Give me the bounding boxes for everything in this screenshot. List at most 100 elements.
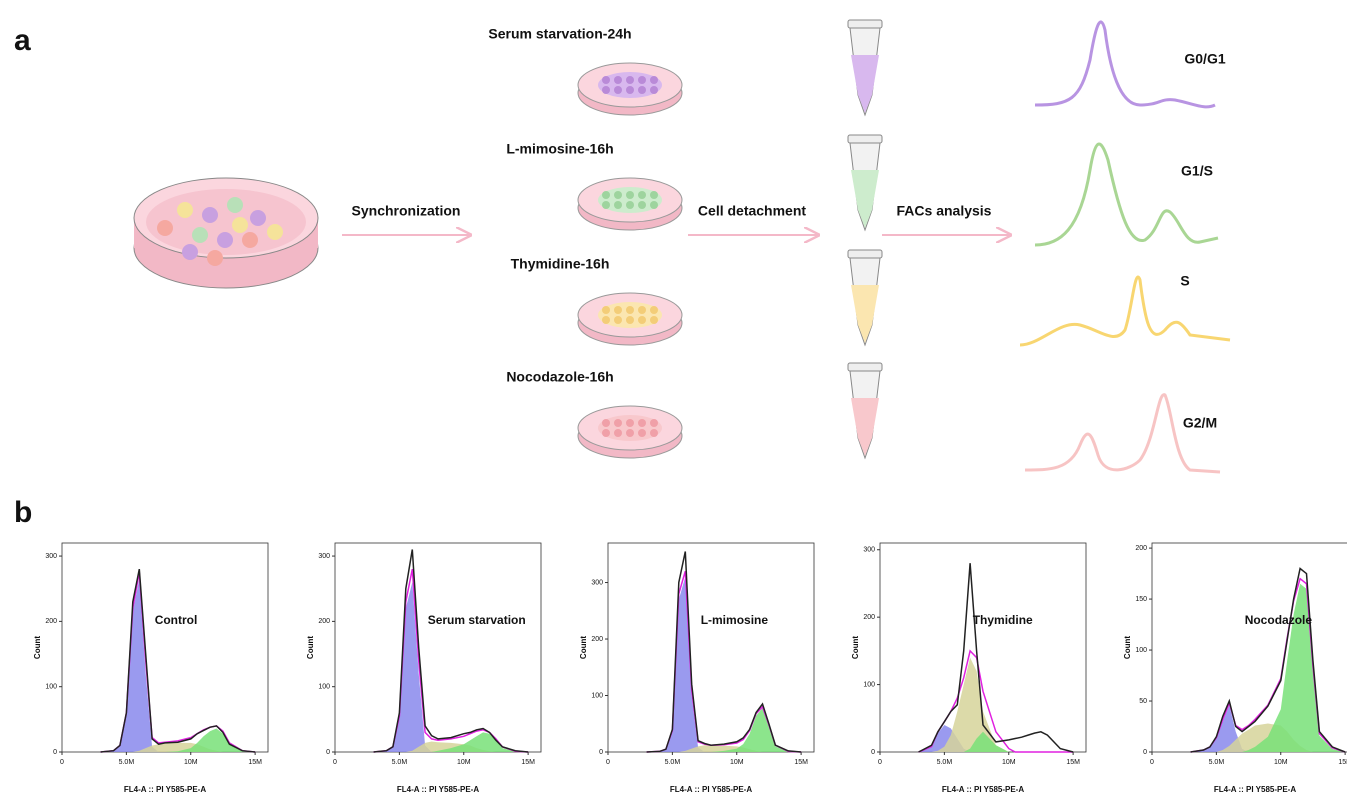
y-tick-label: 50 <box>1139 698 1147 705</box>
y-tick-label: 200 <box>1135 545 1147 552</box>
x-axis-label: FL4-A :: PI Y585-PE-A <box>670 785 752 794</box>
cell <box>650 306 658 314</box>
arrow-label: Cell detachment <box>698 203 806 219</box>
cell <box>614 86 622 94</box>
cell <box>602 201 610 209</box>
treatment-label: L-mimosine-16h <box>506 141 613 157</box>
x-tick-label: 10M <box>1274 759 1288 766</box>
area <box>646 707 802 752</box>
cell <box>638 306 646 314</box>
treatment-label: Serum starvation-24h <box>488 26 631 42</box>
y-tick-label: 300 <box>318 553 330 560</box>
chart-title: Control <box>155 613 198 627</box>
y-axis-label: Count <box>579 636 588 659</box>
cell <box>626 429 634 437</box>
x-tick-label: 10M <box>457 759 471 766</box>
line <box>1190 567 1346 753</box>
cell <box>650 191 658 199</box>
phase-label: G0/G1 <box>1184 51 1225 67</box>
x-axis-label: FL4-A :: PI Y585-PE-A <box>397 785 479 794</box>
x-tick-label: 0 <box>878 759 882 766</box>
x-tick-label: 0 <box>1150 759 1154 766</box>
cell <box>650 76 658 84</box>
cells <box>598 187 662 213</box>
panel-label: a <box>14 24 31 57</box>
tube-liquid <box>851 55 879 113</box>
arrow-label: Synchronization <box>352 203 461 219</box>
tube-cap <box>847 134 883 144</box>
tube-cap <box>847 19 883 29</box>
arrow-label: FACs analysis <box>897 203 992 219</box>
y-tick-label: 100 <box>863 681 875 688</box>
x-tick-label: 5.0M <box>937 759 953 766</box>
phase-curve <box>1034 20 1216 109</box>
cell <box>650 86 658 94</box>
cell <box>638 419 646 427</box>
x-axis-label: FL4-A :: PI Y585-PE-A <box>942 785 1024 794</box>
x-axis-label: FL4-A :: PI Y585-PE-A <box>124 785 206 794</box>
cell <box>650 429 658 437</box>
y-tick-label: 200 <box>591 636 603 643</box>
area <box>1190 705 1346 752</box>
cell <box>602 191 610 199</box>
area <box>373 732 529 752</box>
cell <box>614 429 622 437</box>
x-tick-label: 0 <box>606 759 610 766</box>
area <box>100 578 256 752</box>
y-tick-label: 0 <box>1143 749 1147 756</box>
plot-frame <box>334 542 542 753</box>
cell <box>602 316 610 324</box>
line <box>373 549 529 753</box>
cell <box>614 306 622 314</box>
x-tick-label: 10M <box>730 759 744 766</box>
phase-label: G2/M <box>1183 415 1217 431</box>
y-axis-label: Count <box>33 636 42 659</box>
cell <box>626 76 634 84</box>
cells <box>598 415 662 441</box>
phase-label: G1/S <box>1181 163 1213 179</box>
cell <box>614 201 622 209</box>
cell <box>626 86 634 94</box>
y-tick-label: 0 <box>871 749 875 756</box>
area <box>646 576 802 752</box>
y-tick-label: 100 <box>591 692 603 699</box>
x-tick-label: 0 <box>333 759 337 766</box>
cell <box>602 429 610 437</box>
cell <box>638 429 646 437</box>
cells <box>598 72 662 98</box>
panel-label: b <box>14 496 32 529</box>
cell <box>650 419 658 427</box>
area <box>373 582 529 752</box>
area <box>100 742 256 752</box>
y-axis-label: Count <box>306 636 315 659</box>
treatment-label: Nocodazole-16h <box>506 369 613 385</box>
cells <box>598 302 662 328</box>
area <box>373 741 529 752</box>
cell <box>638 201 646 209</box>
area <box>646 745 802 752</box>
line <box>918 563 1074 753</box>
x-tick-label: 5.0M <box>665 759 681 766</box>
cell <box>626 419 634 427</box>
tube-liquid <box>851 285 879 343</box>
x-tick-label: 15M <box>1066 759 1080 766</box>
cell <box>602 76 610 84</box>
cell <box>638 76 646 84</box>
tube-liquid <box>851 398 879 456</box>
y-axis-label: Count <box>1123 636 1132 659</box>
cell <box>650 201 658 209</box>
line <box>100 568 256 753</box>
x-tick-label: 15M <box>521 759 535 766</box>
cell <box>614 191 622 199</box>
y-tick-label: 300 <box>863 547 875 554</box>
y-tick-label: 0 <box>326 749 330 756</box>
x-tick-label: 15M <box>1338 759 1347 766</box>
cell <box>626 306 634 314</box>
y-tick-label: 300 <box>591 579 603 586</box>
phase-curve <box>1024 393 1221 474</box>
y-tick-label: 150 <box>1135 596 1147 603</box>
x-tick-label: 10M <box>1002 759 1016 766</box>
chart-title: Nocodazole <box>1245 613 1313 627</box>
chart-title: Thymidine <box>973 613 1033 627</box>
